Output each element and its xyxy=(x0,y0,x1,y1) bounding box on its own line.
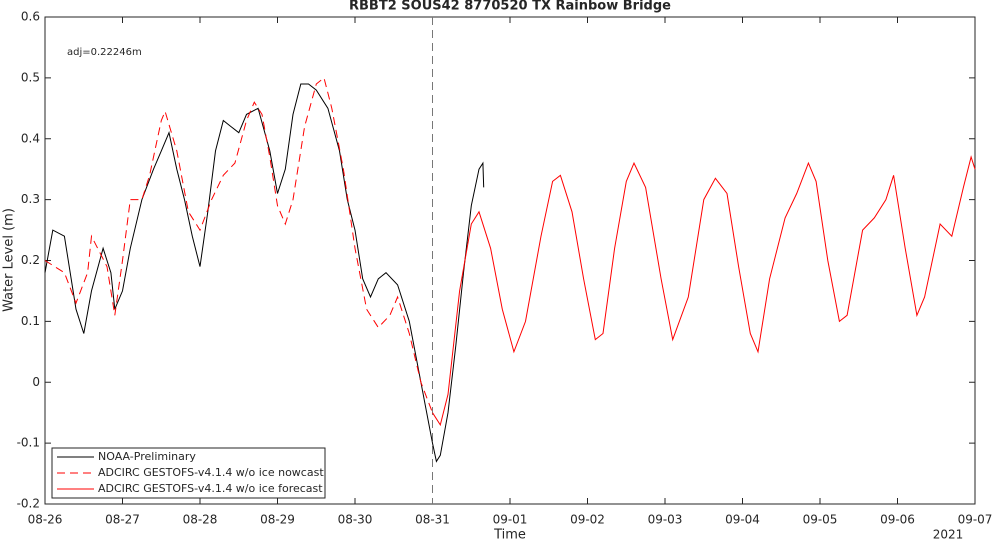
y-tick-label: 0 xyxy=(32,375,40,389)
legend-box xyxy=(51,447,326,499)
x-tick-label: 09-03 xyxy=(648,513,683,527)
y-tick-label: -0.2 xyxy=(17,497,40,511)
series-line xyxy=(44,77,433,413)
y-tick-label: 0.4 xyxy=(21,131,40,145)
year-label: 2021 xyxy=(933,528,964,541)
x-tick-label: 09-06 xyxy=(880,513,915,527)
x-axis-label: Time xyxy=(493,528,526,541)
legend-label: ADCIRC GESTOFS-v4.1.4 w/o ice forecast xyxy=(98,482,323,495)
annotation: adj=0.22246m xyxy=(67,47,142,58)
x-tick-label: 08-26 xyxy=(28,513,63,527)
x-tick-label: 08-31 xyxy=(415,513,450,527)
legend-label: NOAA-Preliminary xyxy=(98,450,196,463)
x-tick-label: 08-27 xyxy=(105,513,140,527)
y-tick-label: 0.5 xyxy=(21,70,40,84)
y-tick-label: -0.1 xyxy=(17,436,40,450)
x-tick-label: 09-04 xyxy=(725,513,760,527)
y-tick-label: 0.2 xyxy=(21,253,40,267)
legend-label: ADCIRC GESTOFS-v4.1.4 w/o ice nowcast xyxy=(98,466,324,479)
y-tick-label: 0.1 xyxy=(21,314,40,328)
x-tick-label: 08-29 xyxy=(260,513,295,527)
chart-title: RBBT2 SOUS42 8770520 TX Rainbow Bridge xyxy=(349,0,671,14)
y-tick-label: 0.3 xyxy=(21,192,40,206)
x-tick-label: 09-05 xyxy=(803,513,838,527)
x-tick-label: 09-02 xyxy=(570,513,605,527)
x-tick-label: 08-30 xyxy=(338,513,373,527)
x-tick-label: 09-01 xyxy=(493,513,528,527)
series-line xyxy=(44,83,485,463)
x-tick-label: 08-28 xyxy=(183,513,218,527)
series-line xyxy=(432,155,976,427)
y-axis-label: Water Level (m) xyxy=(2,208,17,312)
x-tick-label: 09-07 xyxy=(958,513,992,527)
y-tick-label: 0.6 xyxy=(21,10,40,24)
